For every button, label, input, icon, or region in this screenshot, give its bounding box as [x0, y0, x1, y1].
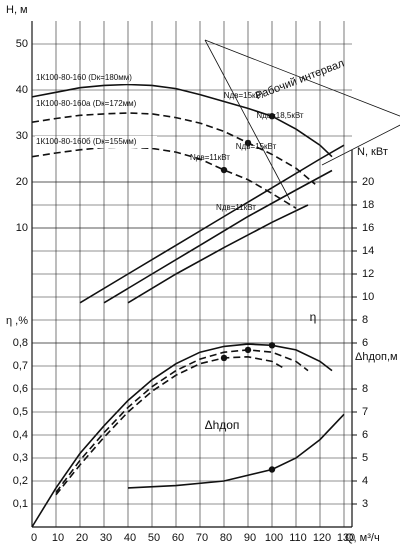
interval-right: [321, 124, 400, 166]
curve-label: 1К100-80-160а (Dк=172мм): [36, 99, 137, 108]
interval-bracket: [204, 39, 400, 117]
y-tick-label: 0,4: [13, 429, 28, 441]
y-tick-label: 0,7: [13, 360, 28, 372]
y2-tick-label: 10: [362, 291, 374, 303]
annotation: η: [310, 310, 317, 324]
y-tick-label: 0,2: [13, 475, 28, 487]
label-bg: [35, 136, 157, 148]
y-tick-label: 0,1: [13, 498, 28, 510]
y-tick-label: 0,3: [13, 452, 28, 464]
curve-label: 1К100-80-160 (Dк=180мм): [36, 73, 132, 82]
y2-tick-label: 4: [362, 475, 368, 487]
y2-tick-label: 6: [362, 337, 368, 349]
y2-tick-label: 7: [362, 406, 368, 418]
y-tick-label: 50: [16, 38, 28, 50]
q-axis-label: Q, м³/ч: [345, 532, 380, 544]
label-bg: [35, 98, 157, 110]
y2-tick-label: 18: [362, 199, 374, 211]
y2-tick-label: 3: [362, 498, 368, 510]
x-tick-label: 130: [337, 532, 355, 544]
x-tick-label: 10: [52, 532, 64, 544]
y-tick-label: 10: [16, 222, 28, 234]
curve: [55, 355, 285, 496]
annotation: Nдв=18,5кВт: [256, 111, 304, 120]
y-tick-label: 0,8: [13, 337, 28, 349]
curve-label: 1К100-80-160б (Dк=155мм): [36, 137, 137, 146]
y-tick-label: 0,5: [13, 406, 28, 418]
x-tick-label: 0: [31, 532, 37, 544]
annotation: Nдв=15кВт: [224, 91, 265, 100]
y2-tick-label: 16: [362, 222, 374, 234]
interval-left: [204, 39, 291, 201]
curve: [31, 83, 333, 158]
curve: [55, 349, 309, 493]
x-tick-label: 40: [124, 532, 136, 544]
curve: [31, 343, 333, 528]
x-tick-label: 100: [265, 532, 283, 544]
curve: [31, 146, 297, 209]
y-tick-label: 0,6: [13, 383, 28, 395]
point: [268, 342, 276, 349]
n-axis-label: N, кВт: [357, 146, 388, 158]
x-tick-label: 60: [172, 532, 184, 544]
x-tick-label: 90: [244, 532, 256, 544]
x-tick-label: 70: [196, 532, 208, 544]
x-tick-label: 110: [289, 532, 307, 544]
label-bg: [35, 72, 157, 84]
point: [220, 354, 228, 362]
y2-tick-label: 6: [362, 429, 368, 441]
annotation: Nдв=15кВт: [236, 142, 277, 151]
x-tick-label: 30: [100, 532, 112, 544]
point: [244, 346, 252, 354]
annotation: Nдв=11кВт: [216, 203, 256, 212]
x-tick-label: 80: [220, 532, 232, 544]
x-tick-label: 20: [76, 532, 88, 544]
annotation: Nдв=11кВт: [190, 153, 230, 162]
y2-tick-label: 8: [362, 314, 368, 326]
dh-axis-label: Δhдоп,м: [355, 351, 398, 363]
point: [268, 466, 276, 473]
y2-tick-label: 5: [362, 452, 368, 464]
y2-tick-label: 20: [362, 176, 374, 188]
y-tick-label: 30: [16, 130, 28, 142]
eta-axis-label: η ,%: [6, 315, 28, 327]
y2-tick-label: 12: [362, 268, 374, 280]
y2-tick-label: 14: [362, 245, 374, 257]
y2-tick-label: 8: [362, 383, 368, 395]
annotation: Δhдоп: [205, 418, 240, 432]
x-tick-label: 120: [313, 532, 331, 544]
y-tick-label: 20: [16, 176, 28, 188]
x-tick-label: 50: [148, 532, 160, 544]
h-axis-label: H, м: [6, 4, 28, 16]
y-tick-label: 40: [16, 84, 28, 96]
